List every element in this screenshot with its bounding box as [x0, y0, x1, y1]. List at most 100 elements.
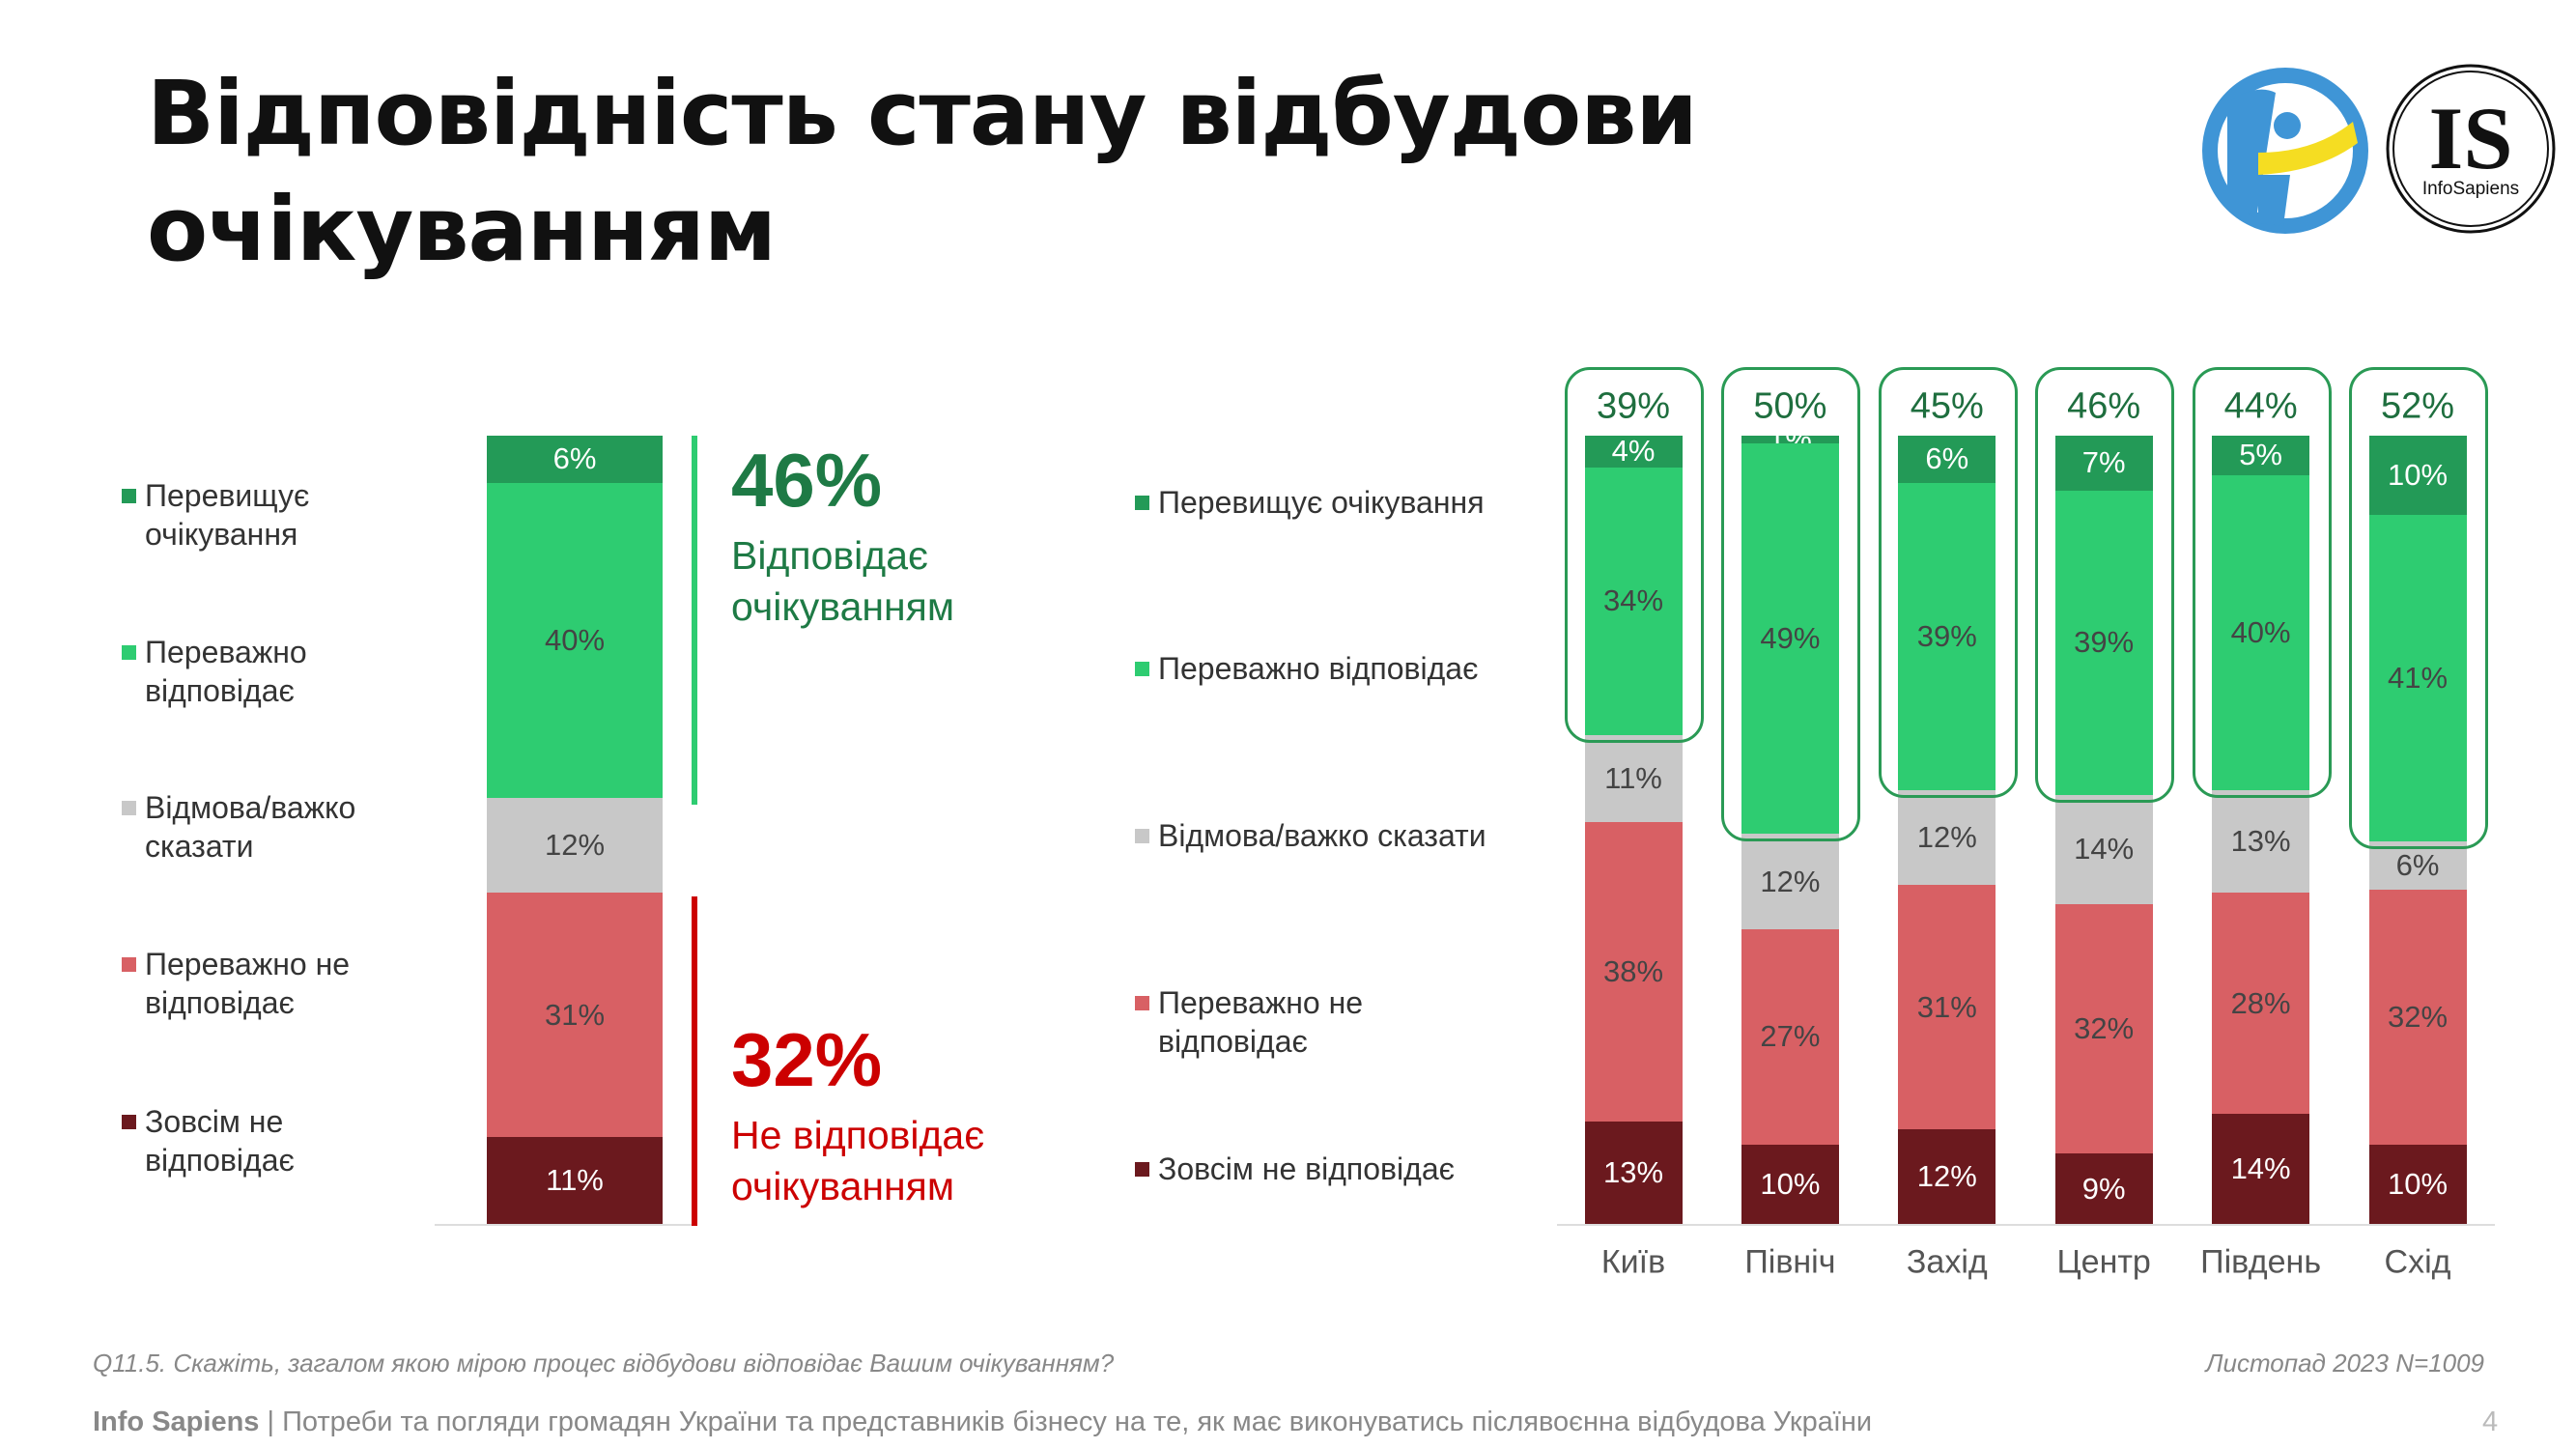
bar-segment-exceeds: 7% — [2054, 436, 2153, 491]
data-label-refuse: 12% — [544, 828, 606, 863]
bar-segment-refuse: 12% — [1898, 790, 1996, 886]
positive-total-box — [2349, 367, 2488, 850]
data-label-not-at-all: 14% — [2230, 1151, 2291, 1185]
svg-text:InfoSapiens: InfoSapiens — [2422, 179, 2519, 199]
bar-segment-exceeds: 10% — [2368, 436, 2467, 516]
bar-segment-refuse: 6% — [2368, 841, 2467, 890]
data-label-mostly-not: 31% — [1916, 989, 1977, 1024]
data-label-mostly-meets: 39% — [1916, 619, 1977, 654]
baseline — [1557, 1224, 2495, 1226]
legend-label-line-1: Зовсім не — [145, 1104, 284, 1139]
data-label-mostly-not: 38% — [1602, 953, 1664, 988]
bar-segment-exceeds: 6% — [487, 436, 663, 483]
bar-segment-not-at-all: 9% — [2054, 1153, 2153, 1224]
legend-swatch-refuse — [122, 801, 136, 815]
bar-segment-mostly-not: 32% — [2054, 903, 2153, 1154]
bar-segment-not-at-all: 11% — [487, 1137, 663, 1224]
legend-label-line-2: відповідає — [145, 985, 295, 1020]
negative-summary-value: 32% — [731, 1017, 883, 1102]
negative-bracket-line — [692, 896, 697, 1226]
data-label-refuse: 13% — [2230, 824, 2291, 859]
legend-item-mostly-not: Переважно не відповідає — [122, 945, 351, 1022]
positive-total-label: 39% — [1596, 385, 1671, 427]
legend-label-line-1: Переважно не — [1158, 985, 1364, 1020]
positive-total-box — [1878, 367, 2018, 799]
bar-segment-mostly-meets: 40% — [487, 482, 663, 799]
bar-segment-not-at-all: 10% — [1741, 1144, 1839, 1224]
data-label-exceeds: 7% — [2081, 445, 2126, 480]
baseline — [435, 1224, 694, 1226]
data-label-mostly-not: 32% — [2074, 1011, 2135, 1046]
data-label-exceeds: 6% — [1925, 441, 1969, 476]
data-label-mostly-meets: 49% — [1760, 621, 1821, 656]
legend-label-line-2: відповідає — [145, 1143, 295, 1178]
category-label: Південь — [2200, 1243, 2322, 1281]
legend-item-not-at-all: Зовсім не відповідає — [122, 1102, 295, 1179]
data-label-exceeds: 6% — [552, 441, 597, 476]
data-label-refuse: 12% — [1760, 864, 1821, 898]
data-label-mostly-meets: 41% — [2387, 661, 2449, 696]
data-label-mostly-meets: 40% — [544, 623, 606, 658]
legend-item-not-at-all: Зовсім не відповідає — [1135, 1150, 1455, 1188]
legend-label-line-2: сказати — [145, 829, 254, 864]
bar-segment-refuse: 12% — [1741, 834, 1839, 930]
data-label-refuse: 11% — [1604, 760, 1662, 795]
data-label-mostly-meets: 39% — [2074, 625, 2135, 660]
legend-item-mostly-meets: Переважно відповідає — [1135, 649, 1479, 688]
bar-segment-exceeds: 5% — [2212, 436, 2310, 475]
positive-summary-value: 46% — [731, 438, 883, 523]
data-label-mostly-not: 32% — [2387, 999, 2449, 1034]
legend-swatch-not-at-all — [122, 1115, 136, 1129]
bar-segment-mostly-not: 31% — [1898, 885, 1996, 1130]
positive-total-box — [1565, 367, 1704, 744]
bar-segment-refuse: 12% — [487, 798, 663, 894]
bar-segment-mostly-not: 27% — [1741, 929, 1839, 1145]
data-label-mostly-not: 27% — [1760, 1019, 1821, 1054]
legend-label-line-1: Відмова/важко сказати — [1158, 818, 1486, 853]
transparency-logo — [2202, 68, 2368, 234]
data-label-exceeds: 10% — [2387, 458, 2449, 493]
bar-segment-mostly-meets: 34% — [1584, 467, 1683, 736]
survey-question: Q11.5. Скажіть, загалом якою мірою проце… — [93, 1349, 1115, 1378]
data-label-exceeds: 5% — [2239, 438, 2282, 472]
legend-label-line-2: відповідає — [145, 673, 295, 708]
legend-swatch-mostly-not — [122, 957, 136, 972]
bar-segment-mostly-meets: 39% — [1898, 482, 1996, 791]
legend-label-line-1: Перевищує — [145, 478, 310, 513]
negative-summary-label-2: очікуванням — [731, 1164, 955, 1208]
data-label-not-at-all: 10% — [1760, 1166, 1821, 1201]
bar-segment-not-at-all: 12% — [1898, 1129, 1996, 1224]
positive-total-label: 52% — [2380, 385, 2455, 427]
data-label-mostly-meets: 34% — [1602, 583, 1664, 618]
bar-segment-not-at-all: 10% — [2368, 1144, 2467, 1224]
bar-segment-mostly-meets: 40% — [2212, 474, 2310, 791]
bar-segment-refuse: 14% — [2054, 794, 2153, 904]
footer-brand: Info Sapiens — [93, 1406, 260, 1437]
svg-text:IS: IS — [2429, 89, 2513, 187]
bar-segment-mostly-meets: 39% — [2054, 490, 2153, 795]
legend-item-refuse: Відмова/важко сказати — [122, 788, 355, 866]
negative-summary-label-1: Не відповідає — [731, 1113, 985, 1157]
category-label: Київ — [1600, 1243, 1666, 1281]
legend-label-line-1: Перевищує очікування — [1158, 485, 1485, 520]
legend-label-line-2: очікування — [145, 517, 298, 552]
data-label-not-at-all: 11% — [546, 1163, 604, 1198]
data-label-exceeds: 4% — [1611, 434, 1656, 469]
data-label-refuse: 12% — [1916, 820, 1977, 855]
bar-segment-refuse: 11% — [1584, 735, 1683, 822]
legend-item-mostly-not: Переважно не відповідає — [1135, 983, 1364, 1061]
page-title: Відповідність стану відбудови очікування… — [147, 56, 1698, 288]
data-label-refuse: 14% — [2074, 832, 2135, 867]
data-label-not-at-all: 12% — [1916, 1159, 1977, 1194]
legend-label-line-1: Переважно не — [145, 947, 351, 981]
bar-segment-mostly-not: 38% — [1584, 821, 1683, 1122]
bar-segment-mostly-not: 28% — [2212, 893, 2310, 1114]
data-label-mostly-meets: 40% — [2230, 614, 2291, 649]
footer-description: | Потреби та погляди громадян України та… — [259, 1406, 1873, 1437]
legend-item-exceeds: Перевищує очікування — [1135, 483, 1485, 522]
page-number: 4 — [2482, 1406, 2499, 1437]
legend-item-exceeds: Перевищує очікування — [122, 476, 310, 554]
positive-summary-label-2: очікуванням — [731, 584, 955, 629]
legend-label-line-1: Переважно відповідає — [1158, 651, 1479, 686]
positive-total-label: 45% — [1910, 385, 1984, 427]
